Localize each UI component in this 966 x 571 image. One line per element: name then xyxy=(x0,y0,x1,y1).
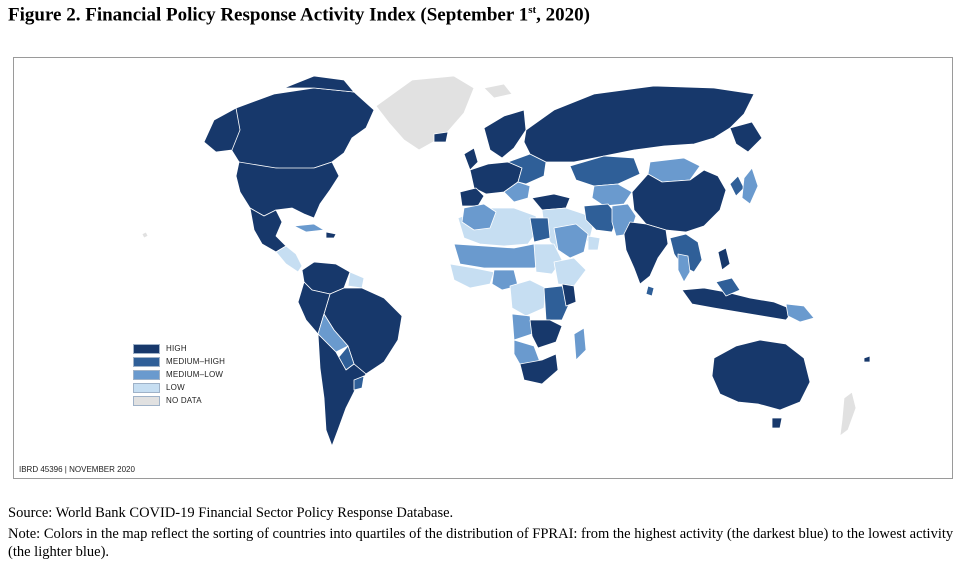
region-uk xyxy=(463,147,479,171)
region-chile-argentina xyxy=(317,333,367,447)
legend-label: LOW xyxy=(166,383,185,392)
figure-title: Figure 2. Financial Policy Response Acti… xyxy=(8,4,590,26)
region-ethiopia-horn xyxy=(553,257,587,287)
region-alaska xyxy=(203,107,241,153)
legend-item-no-data: NO DATA xyxy=(133,394,225,407)
region-canada-arctic xyxy=(283,75,355,93)
world-map xyxy=(141,75,871,447)
region-philippines xyxy=(717,247,731,271)
figure-title-superscript: st xyxy=(528,4,537,16)
region-png xyxy=(785,303,815,323)
region-arctic-islands xyxy=(483,83,513,99)
legend-item-low: LOW xyxy=(133,381,225,394)
region-russia-far-east xyxy=(729,121,763,153)
legend-item-medium-high: MEDIUM–HIGH xyxy=(133,355,225,368)
region-thailand xyxy=(677,253,691,283)
region-borneo xyxy=(715,277,741,297)
region-japan xyxy=(741,167,759,205)
legend-label: HIGH xyxy=(166,344,187,353)
region-kazakhstan xyxy=(569,155,641,187)
region-mexico xyxy=(249,207,287,253)
region-russia xyxy=(523,85,755,163)
region-tasmania xyxy=(771,417,783,429)
legend-swatch xyxy=(133,382,160,393)
region-iceland xyxy=(433,131,449,143)
region-scandinavia xyxy=(483,109,527,159)
region-iran xyxy=(583,203,619,233)
legend-swatch xyxy=(133,369,160,380)
region-southern-central xyxy=(529,319,563,349)
region-saudi xyxy=(553,223,589,259)
region-kenya xyxy=(561,283,577,307)
source-text: Source: World Bank COVID-19 Financial Se… xyxy=(8,505,454,521)
figure-title-suffix: , 2020) xyxy=(536,4,590,26)
legend-swatch xyxy=(133,395,160,406)
legend-swatch xyxy=(133,356,160,367)
region-usa xyxy=(235,161,340,219)
region-cuba xyxy=(293,223,325,233)
region-morocco-algeria xyxy=(461,203,497,231)
region-new-zealand xyxy=(839,391,857,437)
region-central-asia xyxy=(591,183,633,207)
world-map-panel: HIGH MEDIUM–HIGH MEDIUM–LOW LOW NO DATA … xyxy=(13,57,953,479)
region-egypt xyxy=(529,217,551,243)
legend-label: NO DATA xyxy=(166,396,202,405)
region-greenland xyxy=(375,75,475,151)
region-australia xyxy=(711,339,811,411)
region-south-africa xyxy=(519,353,559,385)
region-canada xyxy=(225,87,375,171)
region-east-africa xyxy=(543,285,571,321)
legend-label: MEDIUM–LOW xyxy=(166,370,224,379)
region-west-africa xyxy=(449,263,495,289)
region-pacific-islands xyxy=(863,355,871,363)
region-india xyxy=(623,221,669,285)
region-korea-japan xyxy=(729,175,745,197)
region-madagascar xyxy=(573,327,587,361)
note-text: Note: Colors in the map reflect the sort… xyxy=(8,526,954,560)
region-gulf xyxy=(587,235,601,251)
region-turkey xyxy=(531,193,571,211)
region-sri-lanka xyxy=(645,285,655,297)
region-caribbean xyxy=(325,231,337,239)
region-angola xyxy=(511,313,533,341)
region-indochina xyxy=(669,233,703,273)
region-central-africa xyxy=(509,279,547,317)
map-legend: HIGH MEDIUM–HIGH MEDIUM–LOW LOW NO DATA xyxy=(133,342,225,407)
legend-swatch xyxy=(133,343,160,354)
map-code: IBRD 45396 | NOVEMBER 2020 xyxy=(19,465,135,474)
legend-item-high: HIGH xyxy=(133,342,225,355)
region-malaysia-indonesia xyxy=(681,287,795,321)
figure-title-text: Figure 2. Financial Policy Response Acti… xyxy=(8,4,529,26)
legend-label: MEDIUM–HIGH xyxy=(166,357,226,366)
region-balkans xyxy=(503,181,531,203)
region-uruguay xyxy=(353,375,365,391)
region-iberia xyxy=(459,187,485,207)
region-central-america xyxy=(275,245,303,273)
region-guianas xyxy=(347,271,365,289)
legend-item-medium-low: MEDIUM–LOW xyxy=(133,368,225,381)
region-hawaii xyxy=(141,231,149,239)
